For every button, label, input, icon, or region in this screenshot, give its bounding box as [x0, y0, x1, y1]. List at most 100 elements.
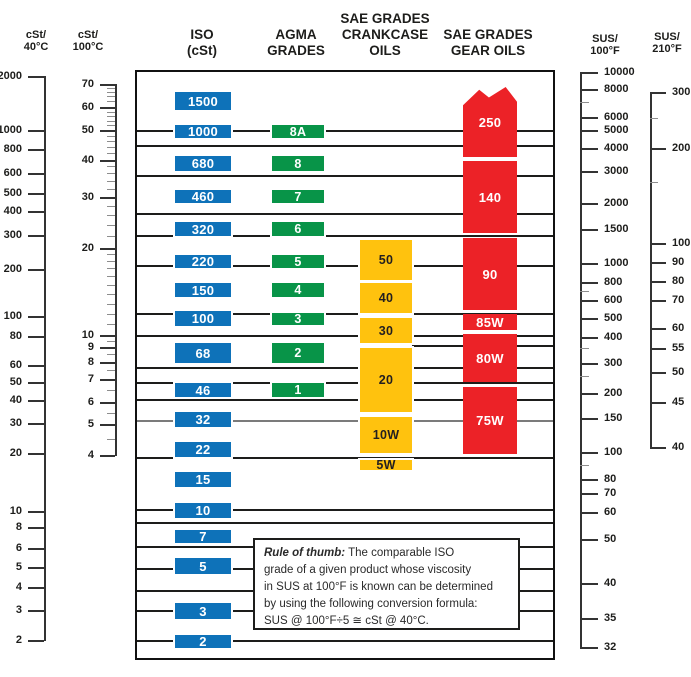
iso-grade-box: 100	[175, 311, 231, 326]
sus100-tick-label: 60	[604, 506, 617, 518]
cst100-minor-tick	[107, 125, 115, 127]
cst40-tick-label: 400	[3, 205, 22, 217]
cst100-axis-line	[115, 84, 117, 456]
cst100-minor-tick	[107, 206, 115, 208]
cst100-minor-tick	[107, 96, 115, 98]
sus100-tick-label: 6000	[604, 111, 629, 123]
cst100-axis-title-line1: cSt/	[77, 29, 99, 41]
sus100-minor-tick	[580, 102, 589, 104]
agma-column-header-line1: AGMA	[275, 27, 317, 42]
cst100-tick	[100, 335, 115, 337]
grid-line	[137, 145, 554, 147]
cst40-axis-title-line1: cSt/	[25, 29, 47, 41]
cst100-axis-title-line2: 100°C	[72, 41, 104, 53]
sus100-tick-label: 2000	[604, 197, 629, 209]
iso-grade-box: 10	[175, 503, 231, 518]
cst100-minor-tick	[107, 166, 115, 168]
cst40-tick-label: 5	[15, 561, 22, 573]
cst100-tick-label: 6	[87, 396, 94, 408]
sus210-minor-tick	[650, 182, 658, 184]
iso-grade-box: 320	[175, 222, 231, 237]
crankcase-column-header-line3: OILS	[369, 43, 401, 58]
cst40-axis-line	[44, 76, 46, 641]
cst40-tick-label: 300	[3, 229, 22, 241]
cst100-minor-tick	[107, 112, 115, 114]
cst40-tick	[28, 640, 44, 642]
cst40-tick	[28, 511, 44, 513]
cst100-tick-label: 4	[87, 449, 94, 461]
sus210-tick-label: 40	[672, 441, 685, 453]
sus100-tick	[580, 203, 598, 205]
cst100-minor-tick	[107, 354, 115, 356]
rule-of-thumb-line1-rest: The comparable ISO	[345, 547, 455, 559]
sus100-tick	[580, 318, 598, 320]
cst40-tick	[28, 382, 44, 384]
cst40-tick	[28, 316, 44, 318]
grid-line	[137, 382, 554, 384]
sus100-tick	[580, 282, 598, 284]
sus100-tick	[580, 393, 598, 395]
sus210-tick-label: 200	[672, 142, 691, 154]
cst40-tick	[28, 365, 44, 367]
cst100-minor-tick	[107, 261, 115, 263]
cst100-tick	[100, 197, 115, 199]
iso-column-header-line1: ISO	[190, 27, 214, 42]
sus100-tick-label: 1500	[604, 223, 629, 235]
cst40-tick-label: 10	[9, 505, 22, 517]
grid-line	[137, 509, 554, 511]
sus100-tick	[580, 89, 598, 91]
sus100-tick	[580, 479, 598, 481]
sus210-tick	[650, 281, 666, 283]
sus100-tick	[580, 337, 598, 339]
cst100-tick-label: 40	[81, 154, 94, 166]
crankcase-grade-box: 5W	[360, 458, 412, 472]
cst100-tick-label: 30	[81, 191, 94, 203]
gear-grade-box: 75W	[463, 387, 517, 454]
sus210-tick-label: 50	[672, 366, 685, 378]
crankcase-column-header-line1: SAE GRADES	[340, 11, 430, 26]
agma-grade-box: 4	[272, 283, 324, 297]
gear-grade-box: 85W	[463, 314, 517, 330]
cst40-tick-label: 2	[15, 634, 22, 646]
rule-of-thumb-lead: Rule of thumb:	[264, 547, 346, 559]
iso-grade-box: 3	[175, 603, 231, 619]
crankcase-grade-box: 30	[360, 318, 412, 343]
cst100-tick	[100, 455, 115, 457]
cst100-minor-tick	[107, 92, 115, 94]
gear-grade-box: 80W	[463, 334, 517, 382]
cst100-minor-tick	[107, 285, 115, 287]
sus100-tick-label: 3000	[604, 165, 629, 177]
gear-grade-box: 140	[463, 161, 517, 233]
cst100-minor-tick	[107, 341, 115, 343]
cst40-tick-label: 3	[15, 604, 22, 616]
sus210-tick	[650, 262, 666, 264]
sus210-tick-label: 70	[672, 294, 685, 306]
cst100-tick-label: 60	[81, 101, 94, 113]
cst100-minor-tick	[107, 181, 115, 183]
cst100-minor-tick	[107, 215, 115, 217]
cst100-tick	[100, 107, 115, 109]
cst100-minor-tick	[107, 324, 115, 326]
cst100-tick	[100, 248, 115, 250]
sus100-tick	[580, 72, 598, 74]
agma-grade-box: 5	[272, 255, 324, 269]
cst40-axis-title: cSt/ 40°C	[24, 29, 49, 53]
sus210-tick-label: 80	[672, 275, 685, 287]
sus210-tick	[650, 300, 666, 302]
agma-grade-box: 8	[272, 156, 324, 171]
cst40-tick-label: 20	[9, 447, 22, 459]
cst40-tick	[28, 423, 44, 425]
cst100-tick	[100, 130, 115, 132]
cst100-tick-label: 5	[87, 418, 94, 430]
iso-grade-box: 460	[175, 189, 231, 204]
cst40-tick-label: 100	[3, 310, 22, 322]
cst40-tick	[28, 235, 44, 237]
crankcase-grade-box: 20	[360, 348, 412, 412]
agma-grade-box: 6	[272, 222, 324, 236]
grid-line	[137, 522, 554, 524]
gear-column-header-line2: GEAR OILS	[450, 43, 526, 58]
agma-grade-box: 1	[272, 383, 324, 397]
cst100-minor-tick	[107, 276, 115, 278]
sus210-tick	[650, 372, 666, 374]
